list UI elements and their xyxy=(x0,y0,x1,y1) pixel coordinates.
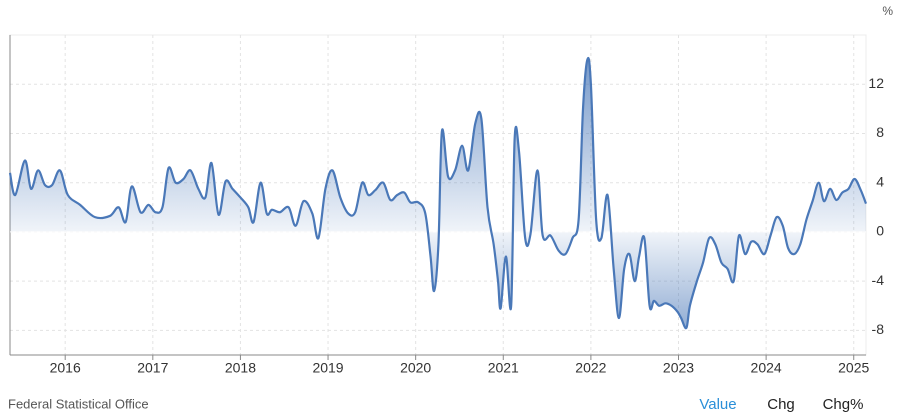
x-tick-label: 2023 xyxy=(663,360,694,376)
x-tick-label: 2022 xyxy=(575,360,606,376)
x-tick-label: 2020 xyxy=(400,360,431,376)
x-tick-label: 2017 xyxy=(137,360,168,376)
x-tick-label: 2021 xyxy=(488,360,519,376)
x-tick-label: 2024 xyxy=(751,360,782,376)
y-tick-label: 0 xyxy=(876,223,884,239)
plot-frame xyxy=(9,34,867,356)
x-tick-label: 2016 xyxy=(50,360,81,376)
x-tick-label: 2025 xyxy=(838,360,869,376)
y-tick-label: 4 xyxy=(876,173,884,189)
x-tick-label: 2019 xyxy=(312,360,343,376)
y-tick-label: -8 xyxy=(872,321,885,337)
button-chg[interactable]: Chg xyxy=(767,396,795,413)
y-tick-label: 12 xyxy=(868,75,884,91)
button-chg-pct[interactable]: Chg% xyxy=(823,396,864,413)
y-tick-label: -4 xyxy=(872,272,885,288)
source: Federal Statistical Office xyxy=(8,396,149,411)
area xyxy=(10,57,866,329)
unit-label: % xyxy=(882,4,893,18)
button-value[interactable]: Value xyxy=(699,396,736,413)
line xyxy=(8,56,868,330)
x-tick-label: 2018 xyxy=(225,360,256,376)
y-tick-label: 8 xyxy=(876,124,884,140)
